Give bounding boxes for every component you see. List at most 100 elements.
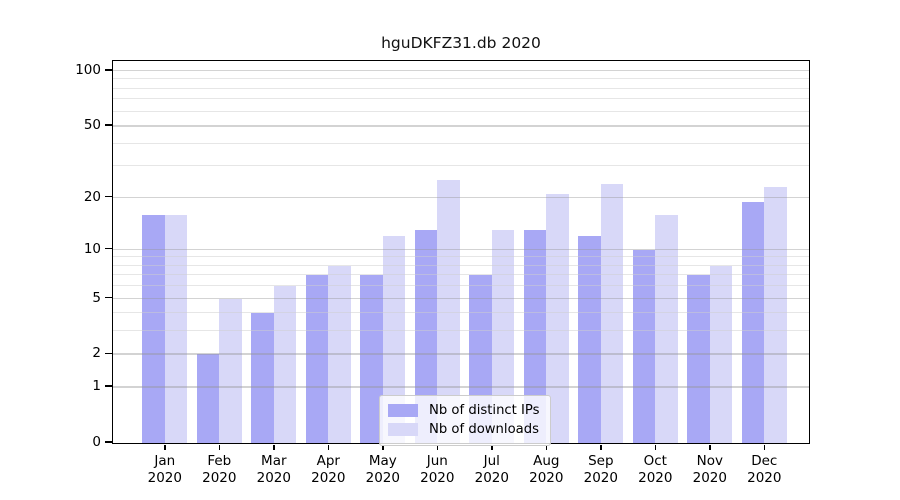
legend: Nb of distinct IPs Nb of downloads xyxy=(379,395,551,446)
y-axis-tick-mark xyxy=(105,247,113,250)
bar-nb-of-downloads-apr xyxy=(328,265,351,443)
bar-nb-of-downloads-sep xyxy=(600,183,624,443)
y-axis-tick-label: 1 xyxy=(92,378,101,395)
year-label: 2020 xyxy=(365,469,400,486)
x-axis-tick-label-nov: Nov 2020 xyxy=(680,453,740,486)
year-label: 2020 xyxy=(692,469,727,486)
x-axis-tick-mark xyxy=(273,445,275,450)
plot-area: 0 1 2 5 10 20 50 100 Jan 2020 Feb 2020 Mar 2020 Apr 202… xyxy=(75,60,810,486)
y-axis-tick-label: 10 xyxy=(83,240,101,257)
gridline-major-100 xyxy=(113,70,809,72)
month-label: Nov xyxy=(696,453,723,469)
x-axis-tick-label-aug: Aug 2020 xyxy=(516,453,576,486)
legend-label: Nb of downloads xyxy=(429,422,539,437)
year-label: 2020 xyxy=(256,469,291,486)
y-axis-tick-label: 5 xyxy=(92,289,101,306)
bar-nb-of-distinct-ips-aug xyxy=(523,230,547,443)
x-axis-tick-label-oct: Oct 2020 xyxy=(625,453,685,486)
bar-nb-of-downloads-nov xyxy=(709,265,733,443)
bar-nb-of-downloads-jun xyxy=(437,180,460,443)
gridline-major-10 xyxy=(113,248,809,251)
legend-item-nb-of-distinct-ips: Nb of distinct IPs xyxy=(388,401,542,420)
month-label: Mar xyxy=(261,453,287,469)
gridline-minor-40 xyxy=(113,142,809,144)
gridline-minor-60 xyxy=(113,110,809,112)
bar-nb-of-distinct-ips-apr xyxy=(305,275,329,443)
legend-item-nb-of-downloads: Nb of downloads xyxy=(388,420,542,439)
legend-swatch-icon xyxy=(388,423,418,436)
bar-nb-of-distinct-ips-jun xyxy=(414,230,438,443)
y-axis-tick-mark xyxy=(105,195,113,198)
bar-nb-of-downloads-jul xyxy=(491,230,515,443)
x-axis-tick-label-jul: Jul 2020 xyxy=(462,453,522,486)
month-label: May xyxy=(368,453,397,469)
month-label: Jan xyxy=(154,453,176,469)
bar-nb-of-downloads-may xyxy=(382,236,406,443)
x-axis-tick-label-apr: Apr 2020 xyxy=(298,453,358,486)
bar-nb-of-downloads-jan xyxy=(164,214,188,443)
month-label: Aug xyxy=(533,453,560,469)
month-label: Jun xyxy=(426,453,448,469)
gridline-minor-9 xyxy=(113,256,809,258)
x-axis-tick-label-mar: Mar 2020 xyxy=(244,453,304,486)
y-axis-tick-label: 50 xyxy=(83,117,101,134)
month-label: Feb xyxy=(207,453,232,469)
x-axis-tick-label-dec: Dec 2020 xyxy=(734,453,794,486)
y-axis-tick-label: 20 xyxy=(83,188,101,205)
bar-nb-of-distinct-ips-jan xyxy=(142,214,165,443)
bar-nb-of-distinct-ips-nov xyxy=(687,275,710,443)
bar-nb-of-downloads-dec xyxy=(764,186,787,443)
x-axis-tick-mark xyxy=(382,445,384,450)
gridline-minor-70 xyxy=(113,98,809,100)
gridline-minor-30 xyxy=(113,165,809,167)
bar-nb-of-downloads-aug xyxy=(546,193,569,443)
year-label: 2020 xyxy=(529,469,564,486)
y-axis-tick-label: 0 xyxy=(92,434,101,450)
bar-nb-of-distinct-ips-sep xyxy=(578,236,601,443)
y-axis-tick-mark xyxy=(105,352,113,355)
x-axis-tick-mark xyxy=(491,445,493,450)
x-axis-tick-mark xyxy=(763,445,766,450)
x-axis-tick-label-may: May 2020 xyxy=(353,453,413,486)
year-label: 2020 xyxy=(474,469,509,486)
legend-swatch-icon xyxy=(388,404,418,417)
x-axis-tick-label-jun: Jun 2020 xyxy=(407,453,467,486)
month-label: Jul xyxy=(483,453,500,469)
x-axis-tick-mark xyxy=(545,445,548,450)
x-axis-tick-label-jan: Jan 2020 xyxy=(135,453,195,486)
x-axis-tick-mark xyxy=(600,445,602,450)
y-axis-tick-label: 100 xyxy=(75,62,101,79)
bar-nb-of-distinct-ips-mar xyxy=(251,313,274,443)
bar-nb-of-downloads-feb xyxy=(219,298,242,443)
month-label: Sep xyxy=(588,453,614,469)
bar-nb-of-distinct-ips-dec xyxy=(741,201,765,443)
y-axis-tick-mark xyxy=(105,69,113,71)
month-label: Oct xyxy=(643,453,667,469)
bar-nb-of-distinct-ips-may xyxy=(360,275,383,443)
x-axis-tick-mark xyxy=(218,445,221,450)
x-axis-tick-mark xyxy=(709,445,711,450)
gridline-minor-90 xyxy=(113,78,809,80)
y-axis-tick-mark xyxy=(105,385,113,387)
y-axis-tick-mark xyxy=(105,296,113,299)
bar-nb-of-distinct-ips-oct xyxy=(632,249,656,443)
bar-nb-of-downloads-mar xyxy=(273,286,297,443)
gridline-major-20 xyxy=(113,196,809,199)
bar-nb-of-distinct-ips-feb xyxy=(196,354,220,443)
gridline-minor-80 xyxy=(113,87,809,89)
y-axis-tick-label: 2 xyxy=(92,345,101,362)
year-label: 2020 xyxy=(747,469,782,486)
x-axis-tick-label-sep: Sep 2020 xyxy=(571,453,631,486)
gridline-major-50 xyxy=(113,125,809,127)
x-axis-tick-mark xyxy=(327,445,330,450)
bar-nb-of-downloads-oct xyxy=(655,214,678,443)
month-label: Dec xyxy=(751,453,778,469)
year-label: 2020 xyxy=(638,469,673,486)
year-label: 2020 xyxy=(147,469,182,486)
x-axis-tick-label-feb: Feb 2020 xyxy=(189,453,249,486)
y-axis-tick-mark xyxy=(105,441,113,443)
year-label: 2020 xyxy=(311,469,346,486)
year-label: 2020 xyxy=(202,469,237,486)
y-axis-tick-mark xyxy=(105,124,113,126)
